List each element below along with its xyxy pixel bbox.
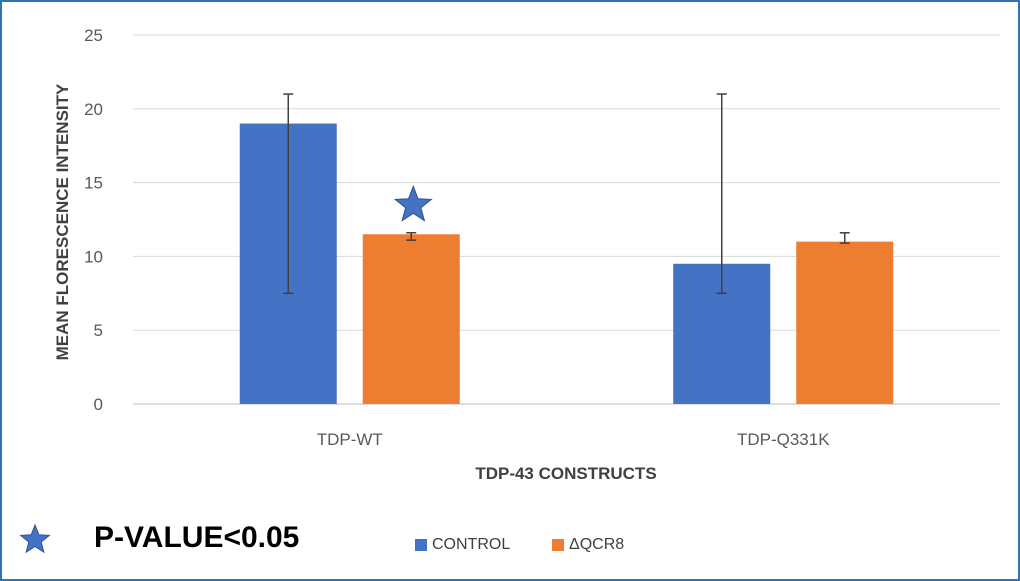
- significance-star-icon: [393, 184, 433, 222]
- star-icon: [19, 523, 51, 554]
- y-axis-ticks: 0 5 10 15 20 25: [84, 26, 103, 414]
- legend-swatch-control: [415, 539, 427, 551]
- bar-qcr8-tdp-q331k: [796, 241, 894, 404]
- x-axis-ticks: TDP-WT TDP-Q331K: [317, 430, 830, 449]
- y-tick-label: 15: [84, 174, 103, 193]
- x-tick-label: TDP-Q331K: [737, 430, 830, 449]
- legend-item-control: CONTROL: [415, 536, 510, 554]
- legend-item-qcr8: ΔQCR8: [552, 536, 624, 554]
- legend-label-control: CONTROL: [432, 536, 511, 553]
- y-tick-label: 25: [84, 26, 103, 45]
- x-axis-label: TDP-43 CONSTRUCTS: [475, 464, 656, 483]
- legend-swatch-qcr8: [552, 539, 564, 551]
- y-tick-label: 20: [84, 100, 103, 119]
- error-bars: [283, 93, 850, 295]
- y-tick-label: 0: [94, 395, 103, 414]
- bars: [239, 123, 894, 404]
- y-tick-label: 10: [84, 247, 103, 266]
- x-tick-label: TDP-WT: [317, 430, 383, 449]
- legend-label-qcr8: ΔQCR8: [569, 536, 625, 553]
- y-tick-label: 5: [94, 321, 103, 340]
- p-value-note: P-VALUE<0.05: [94, 521, 300, 554]
- y-axis-label: MEAN FLORESCENCE INTENSITY: [53, 83, 72, 360]
- bar-qcr8-tdp-wt: [362, 234, 460, 404]
- significance-star-icon: [393, 184, 433, 222]
